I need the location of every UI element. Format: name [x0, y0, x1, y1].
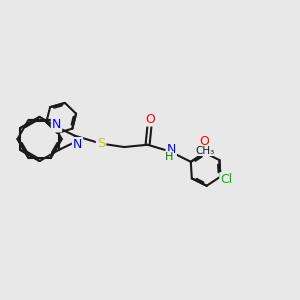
- Text: O: O: [199, 135, 209, 148]
- Text: H: H: [165, 152, 173, 162]
- Text: Cl: Cl: [220, 173, 232, 186]
- Text: N: N: [52, 118, 61, 131]
- Text: S: S: [97, 137, 105, 150]
- Text: N: N: [73, 138, 82, 151]
- Text: O: O: [145, 112, 155, 126]
- Text: CH₃: CH₃: [195, 146, 214, 155]
- Text: N: N: [167, 143, 176, 157]
